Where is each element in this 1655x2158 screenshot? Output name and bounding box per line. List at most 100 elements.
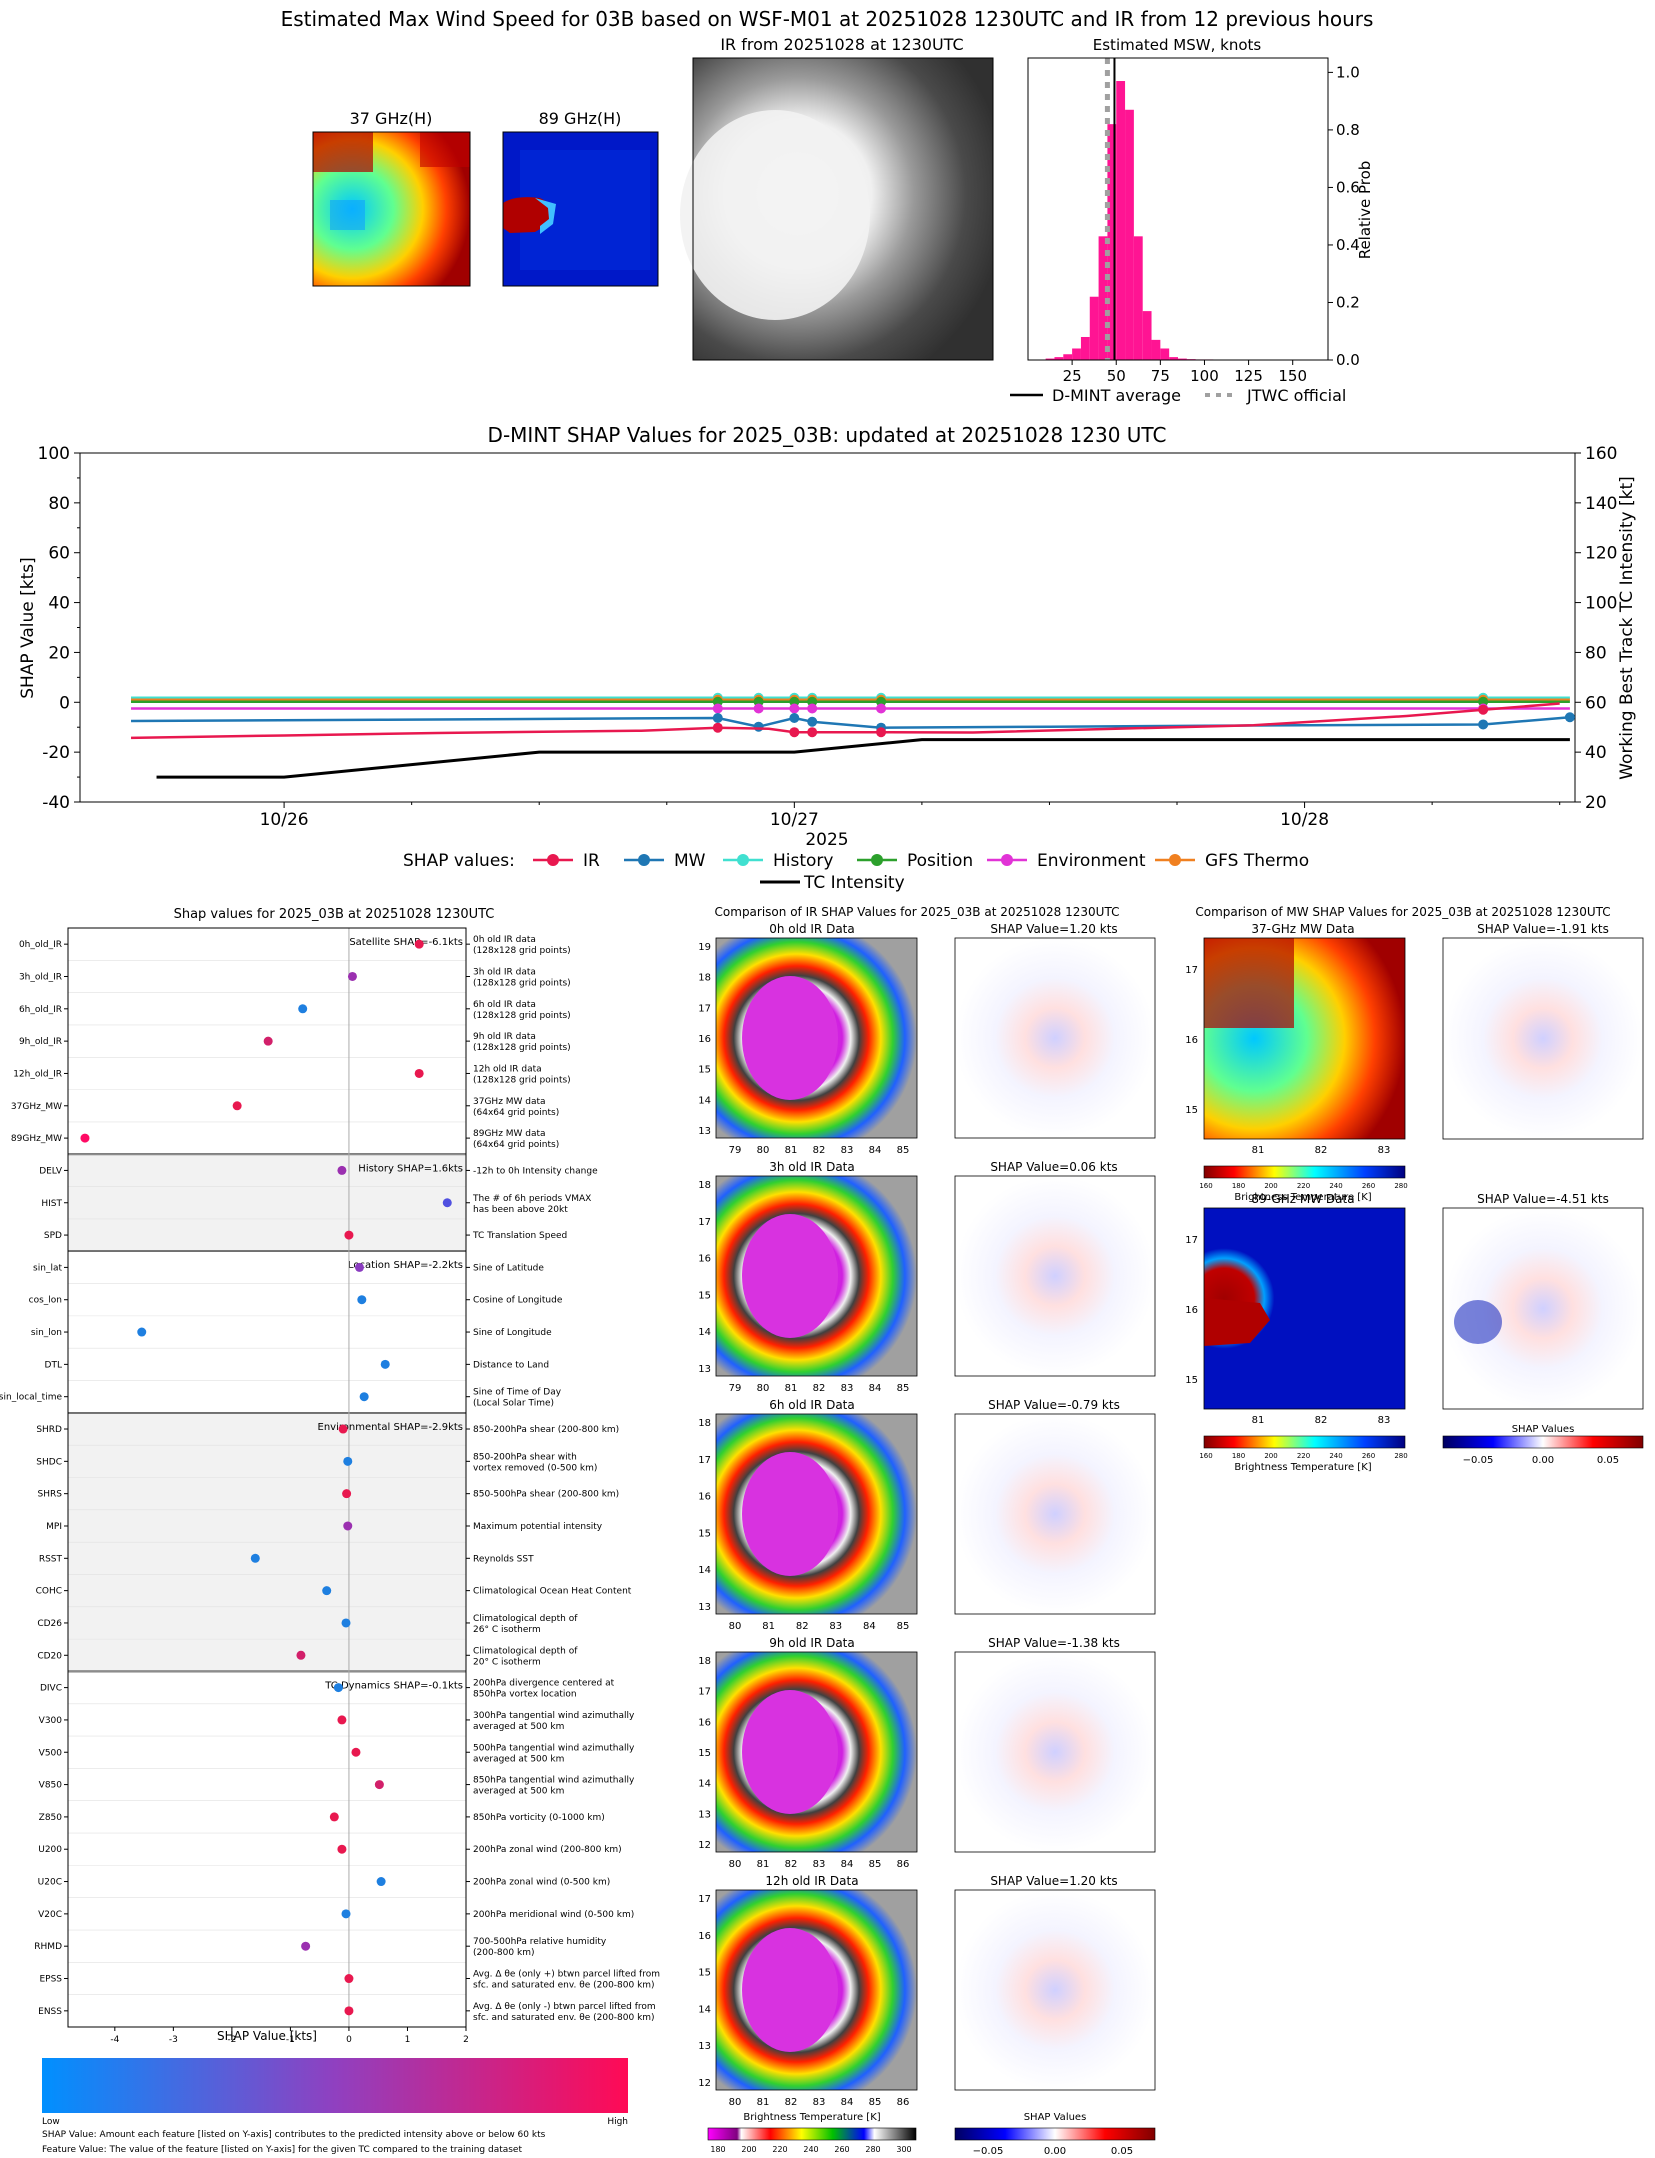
feature-desc: 89GHz MW data: [473, 1129, 546, 1139]
ir-ytick-label: 19: [698, 942, 711, 953]
ir-shap-label: SHAP Value=0.06 kts: [990, 1160, 1117, 1174]
ir-bt-tick: 300: [896, 2145, 911, 2154]
p37-title: 37 GHz(H): [350, 109, 433, 128]
mw-xtick-label: 82: [1315, 1145, 1328, 1156]
feature-name: DTL: [45, 1360, 62, 1370]
hist-bar: [1125, 109, 1134, 361]
ir-row-label: 0h old IR Data: [769, 922, 855, 936]
feature-desc: 3h old IR data: [473, 967, 536, 977]
feature-name: CD20: [37, 1651, 62, 1661]
mw-ytick-label: 17: [1185, 965, 1198, 976]
feature-desc: Sine of Longitude: [473, 1328, 552, 1338]
ir-ytick-label: 12: [698, 2078, 711, 2089]
mw-ytick-label: 16: [1185, 1035, 1198, 1046]
hist-xtick-label: 75: [1151, 367, 1170, 385]
ts-xtick-label: 10/27: [770, 810, 819, 830]
ts-ytick-label: 20: [48, 643, 70, 663]
hist-ytick-label: 1.0: [1336, 63, 1360, 81]
ts-marker: [789, 703, 800, 714]
legend-jtwc-label: JTWC official: [1246, 386, 1346, 405]
hist-bar: [1151, 339, 1161, 360]
ir-shap-map: [954, 1175, 1156, 1377]
feature-desc: The # of 6h periods VMAX: [472, 1194, 591, 1204]
feature-shap-dot: [354, 1262, 364, 1272]
feature-name: SHRS: [38, 1490, 63, 1500]
ts-ytick-right-label: 140: [1585, 494, 1617, 514]
group-label: Environmental SHAP=-2.9kts: [318, 1422, 464, 1433]
feature-desc: 0h old IR data: [473, 935, 536, 945]
ir-row-core: [742, 1928, 838, 2052]
mw-ytick-label: 15: [1185, 1105, 1198, 1116]
mw-bt-tick: 160: [1199, 1452, 1212, 1460]
ts-marker: [876, 703, 887, 714]
ts-ytick-right-label: 60: [1585, 693, 1607, 713]
feature-shap-dot: [342, 1489, 352, 1499]
mw-ytick-label: 15: [1185, 1375, 1198, 1386]
ir-ytick-label: 15: [698, 1065, 711, 1076]
ir-bt-tick: 280: [865, 2145, 880, 2154]
mw-warm-region: [1204, 1298, 1270, 1346]
ir-ytick-label: 17: [698, 1455, 711, 1466]
ir-ytick-label: 13: [698, 1809, 711, 1820]
hist-ytick-label: 0.4: [1336, 236, 1360, 254]
hist-bar: [1098, 236, 1108, 360]
ir-shap-map: [954, 937, 1156, 1139]
ir-shap-tick: 0.00: [1044, 2146, 1066, 2157]
feature-desc: has been above 20kt: [473, 1205, 568, 1215]
feature-name: V500: [39, 1748, 63, 1758]
hist-legend: D-MINT average JTWC official: [1010, 386, 1346, 405]
feature-desc: Sine of Time of Day: [473, 1388, 562, 1398]
ir-xtick-label: 86: [897, 1859, 910, 1870]
feature-name: 37GHz_MW: [11, 1102, 62, 1112]
ir-row-core: [742, 976, 838, 1100]
ir-shap-label: SHAP Value=1.20 kts: [990, 1874, 1117, 1888]
hist-bar: [1169, 357, 1178, 360]
ir-ytick-label: 15: [698, 1528, 711, 1539]
feature-name: 0h_old_IR: [19, 940, 62, 950]
feature-name: sin_lat: [33, 1263, 62, 1273]
ts-legend-label: GFS Thermo: [1205, 851, 1309, 871]
mw-bt-tick: 240: [1329, 1182, 1342, 1190]
feature-desc: TC Translation Speed: [472, 1231, 567, 1241]
feature-desc: sfc. and saturated env. θe (200-800 km): [473, 2013, 655, 2023]
ir-shap-label: SHAP Value=-1.38 kts: [988, 1636, 1120, 1650]
hist-bar: [1045, 358, 1055, 360]
feature-shap-dot: [341, 1909, 351, 1919]
ir-xtick-label: 83: [829, 1621, 842, 1632]
hist-bar: [1063, 354, 1073, 360]
feature-desc: (128x128 grid points): [473, 1043, 571, 1053]
ir-xtick-label: 85: [897, 1383, 910, 1394]
ir-row-core: [742, 1452, 838, 1576]
mw-compare-grid: 37-GHz MW Data 17 16 15 81 82 83 160 180 200 220 24…: [1185, 922, 1644, 1473]
ts-legend-marker: [737, 854, 749, 866]
feature-shap-dot: [338, 1424, 348, 1434]
hist-xtick-label: 150: [1278, 367, 1307, 385]
hist-frame: [1027, 57, 1329, 361]
feature-name: Z850: [39, 1813, 63, 1823]
shap-frame: [67, 927, 467, 2028]
feature-name: RSST: [39, 1554, 63, 1564]
feature-desc: (128x128 grid points): [473, 1011, 571, 1021]
feature-shap-dot: [250, 1553, 260, 1563]
feature-desc: averaged at 500 km: [473, 1722, 564, 1732]
mw-ytick-label: 17: [1185, 1235, 1198, 1246]
mw-shap-cbar-label: SHAP Values: [1512, 1424, 1575, 1435]
feature-name: HIST: [41, 1199, 62, 1209]
ts-ytick-label: 60: [48, 544, 70, 564]
ir-row-frame: [715, 1175, 918, 1377]
ir-bt-label: Brightness Temperature [K]: [743, 2112, 880, 2123]
ts-legend-label: MW: [674, 851, 706, 871]
feature-shap-dot: [322, 1586, 332, 1596]
ts-legend-label: Position: [907, 851, 973, 871]
feature-desc: (64x64 grid points): [473, 1108, 559, 1118]
ts-legend: SHAP values: IR MW History Position Environm…: [403, 851, 1309, 893]
feature-name: V20C: [38, 1910, 62, 1920]
ir-xtick-label: 79: [729, 1383, 742, 1394]
ts-ytick-label: -20: [42, 743, 70, 763]
shap-feature-plot: Satellite SHAP=-6.1kts History SHAP=1.6kt…: [0, 927, 660, 2045]
ir-row-frame: [715, 937, 918, 1139]
feature-desc: vortex removed (0-500 km): [473, 1463, 597, 1473]
ir-xtick-label: 85: [897, 1621, 910, 1632]
feature-shap-dot: [298, 1004, 308, 1014]
msw-histogram: 25 50 75 100 125 150 0.0 0.2 0.4 0.6 0.8 1.0: [1027, 57, 1360, 385]
